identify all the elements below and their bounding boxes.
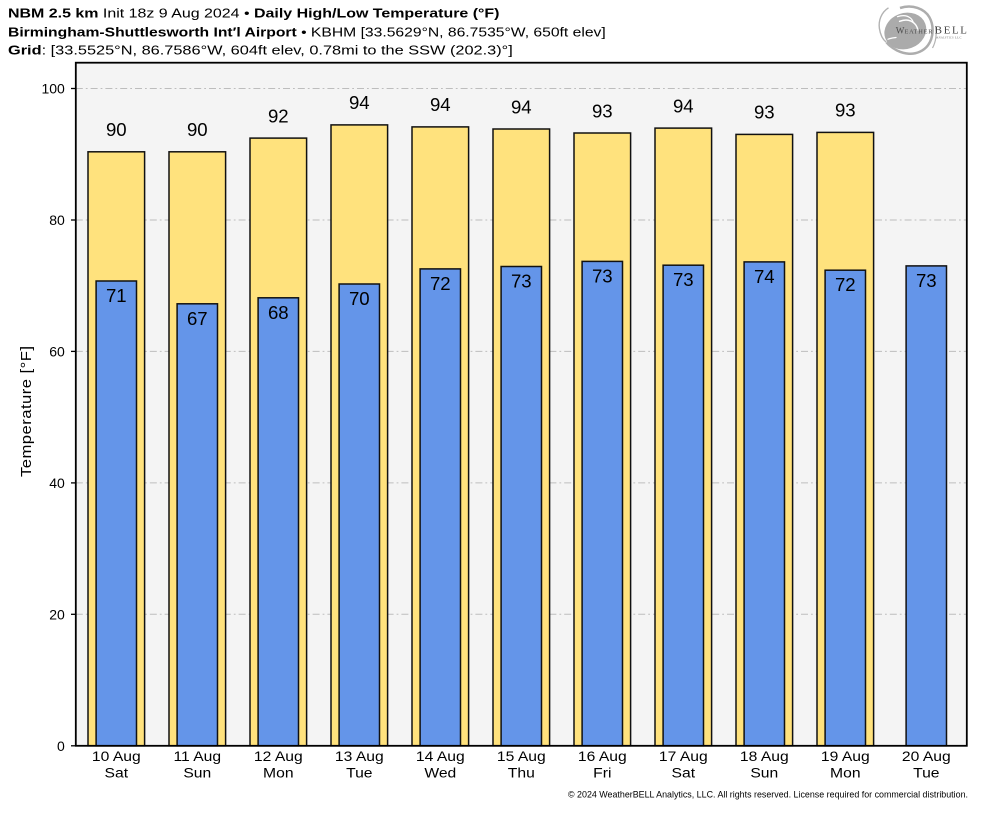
- svg-text:Temperature [°F]: Temperature [°F]: [19, 346, 35, 478]
- svg-text:74: 74: [754, 266, 775, 287]
- svg-text:Tue: Tue: [913, 766, 939, 781]
- svg-text:Wed: Wed: [424, 766, 456, 781]
- svg-text:93: 93: [592, 100, 613, 121]
- svg-text:0: 0: [57, 738, 65, 754]
- svg-text:WEATHER: WEATHER: [896, 26, 933, 36]
- svg-text:20: 20: [49, 606, 65, 622]
- svg-text:19 Aug: 19 Aug: [821, 750, 870, 765]
- svg-text:11 Aug: 11 Aug: [173, 750, 221, 765]
- svg-text:94: 94: [430, 94, 451, 115]
- svg-text:Grid: [33.5525°N, 86.7586°W, 6: Grid: [33.5525°N, 86.7586°W, 604ft elev,…: [8, 44, 513, 58]
- svg-text:72: 72: [430, 273, 451, 294]
- svg-text:67: 67: [187, 308, 208, 329]
- svg-text:90: 90: [187, 119, 208, 140]
- svg-text:72: 72: [835, 274, 856, 295]
- svg-text:20 Aug: 20 Aug: [902, 750, 951, 765]
- svg-text:© 2024 WeatherBELL Analytics,: © 2024 WeatherBELL Analytics, LLC. All r…: [568, 789, 968, 799]
- svg-text:Tue: Tue: [346, 766, 372, 781]
- svg-text:Mon: Mon: [830, 766, 860, 781]
- svg-text:Mon: Mon: [263, 766, 293, 781]
- svg-text:Birmingham-Shuttlesworth Int′l: Birmingham-Shuttlesworth Int′l Airport •…: [8, 26, 606, 40]
- svg-text:100: 100: [41, 81, 65, 97]
- svg-text:18 Aug: 18 Aug: [740, 750, 789, 765]
- svg-text:40: 40: [49, 475, 65, 491]
- svg-text:90: 90: [106, 119, 127, 140]
- svg-text:70: 70: [349, 288, 370, 309]
- svg-text:14 Aug: 14 Aug: [416, 750, 465, 765]
- svg-text:13 Aug: 13 Aug: [335, 750, 384, 765]
- svg-text:12 Aug: 12 Aug: [254, 750, 303, 765]
- svg-text:80: 80: [49, 212, 65, 228]
- svg-text:BELL: BELL: [935, 25, 969, 37]
- svg-text:Thu: Thu: [508, 766, 535, 781]
- svg-text:Sat: Sat: [105, 766, 129, 781]
- svg-text:15 Aug: 15 Aug: [497, 750, 546, 765]
- svg-text:73: 73: [916, 270, 937, 291]
- svg-text:71: 71: [106, 285, 127, 306]
- svg-text:16 Aug: 16 Aug: [578, 750, 627, 765]
- svg-text:Sat: Sat: [672, 766, 696, 781]
- svg-text:92: 92: [268, 105, 289, 126]
- svg-text:93: 93: [835, 100, 856, 121]
- svg-text:NBM 2.5 km Init 18z 9 Aug 2024: NBM 2.5 km Init 18z 9 Aug 2024 • Daily H…: [8, 7, 500, 21]
- svg-text:60: 60: [49, 344, 65, 360]
- svg-text:10 Aug: 10 Aug: [92, 750, 141, 765]
- svg-text:94: 94: [673, 95, 694, 116]
- svg-text:94: 94: [349, 92, 370, 113]
- svg-text:17 Aug: 17 Aug: [659, 750, 708, 765]
- svg-text:Sun: Sun: [183, 766, 211, 781]
- svg-text:93: 93: [754, 102, 775, 123]
- svg-text:94: 94: [511, 96, 532, 117]
- svg-text:73: 73: [511, 271, 532, 292]
- svg-text:68: 68: [268, 302, 289, 323]
- svg-text:73: 73: [592, 265, 613, 286]
- svg-text:Fri: Fri: [593, 766, 611, 781]
- svg-text:ANALYTICS LLC: ANALYTICS LLC: [936, 35, 962, 39]
- svg-text:Sun: Sun: [750, 766, 778, 781]
- svg-text:73: 73: [673, 269, 694, 290]
